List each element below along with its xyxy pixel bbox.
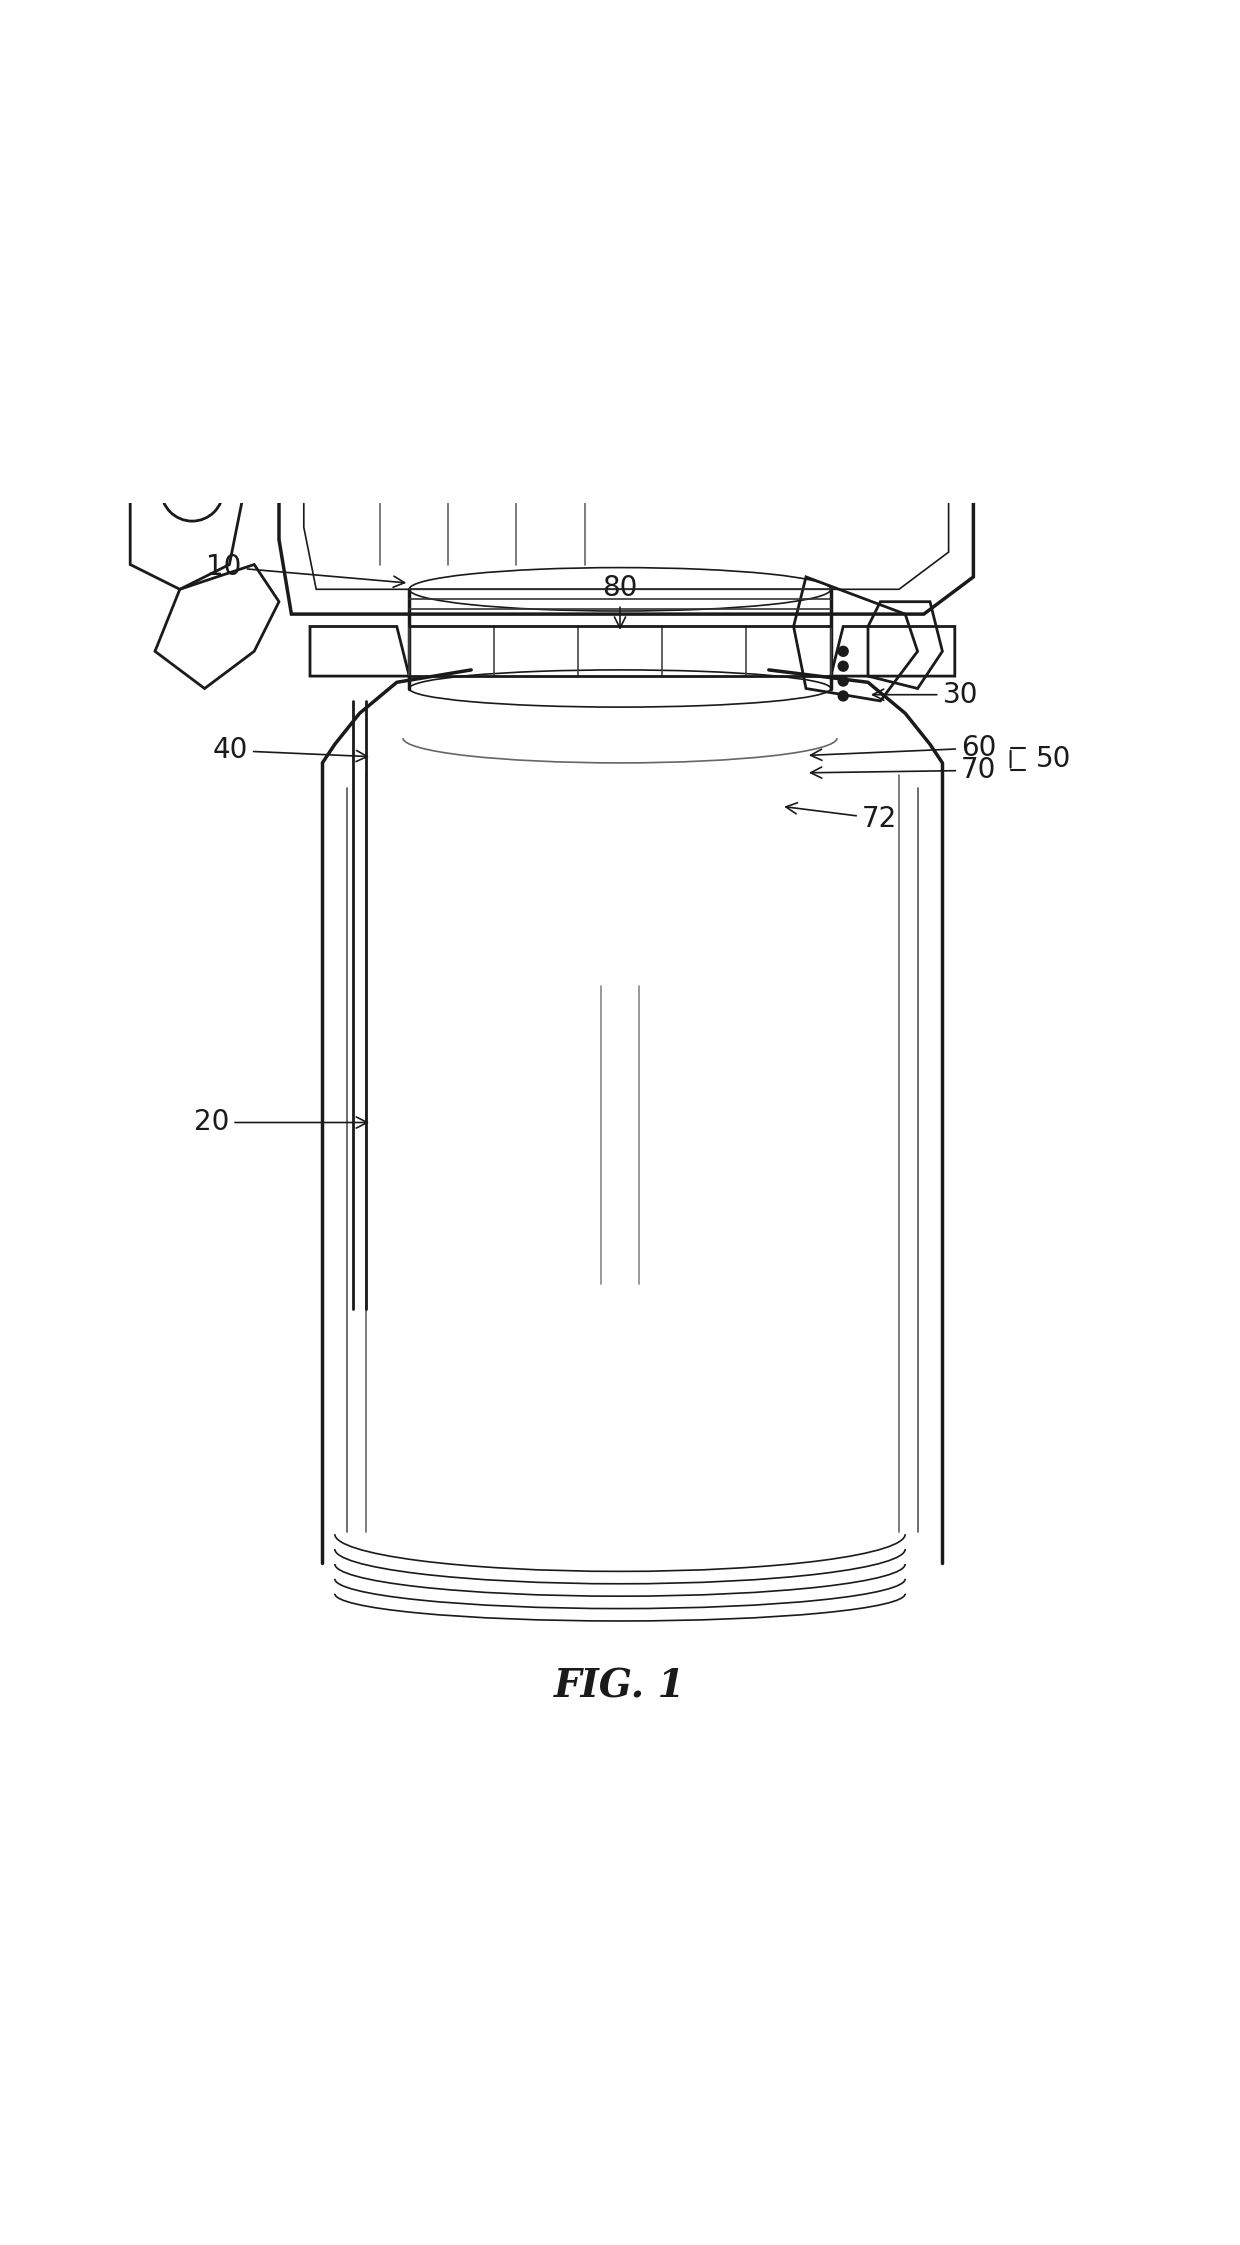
Text: FIG. 1: FIG. 1	[554, 1668, 686, 1706]
Text: 70: 70	[811, 757, 997, 784]
Text: 10: 10	[206, 552, 404, 588]
Text: 72: 72	[786, 804, 897, 833]
Circle shape	[838, 691, 848, 700]
Circle shape	[838, 676, 848, 687]
Text: 30: 30	[873, 680, 978, 709]
Circle shape	[838, 647, 848, 656]
Text: 80: 80	[603, 575, 637, 629]
Text: 40: 40	[212, 736, 367, 766]
Text: 50: 50	[1035, 745, 1071, 772]
Text: 60: 60	[811, 734, 997, 761]
Circle shape	[838, 662, 848, 671]
Text: 20: 20	[193, 1109, 367, 1136]
